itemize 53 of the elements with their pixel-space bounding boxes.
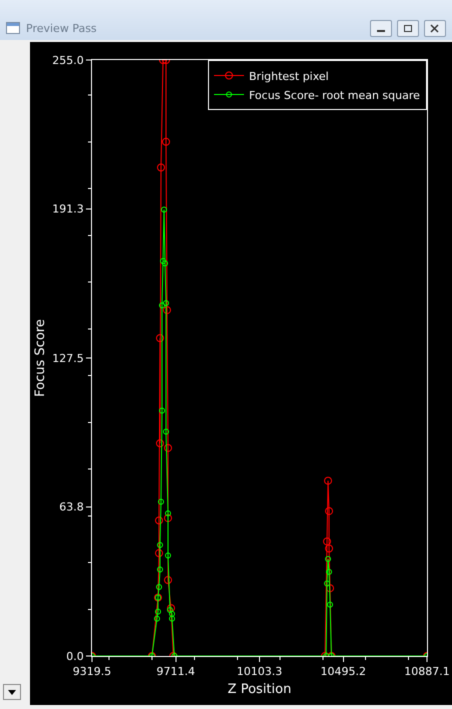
legend-label: Brightest pixel	[249, 70, 329, 83]
x-tick-label: 10495.2	[320, 665, 366, 678]
point	[164, 514, 172, 522]
x-tick-label: 9319.5	[72, 665, 112, 678]
point	[156, 439, 164, 448]
y-tick-label: 191.3	[52, 202, 84, 216]
y-tick-label: 255.0	[52, 54, 84, 67]
point	[164, 444, 172, 452]
point	[169, 616, 176, 622]
point	[165, 510, 172, 516]
y-axis-title: Focus Score	[33, 319, 48, 397]
point	[326, 568, 332, 575]
point	[163, 306, 172, 314]
point	[157, 542, 163, 548]
point	[325, 556, 332, 562]
point	[325, 544, 334, 552]
point	[324, 580, 330, 587]
point	[163, 428, 170, 435]
point	[157, 566, 163, 573]
point	[158, 498, 164, 505]
point	[161, 206, 168, 213]
point	[162, 260, 168, 266]
point	[154, 616, 160, 622]
x-tick-label: 9711.4	[156, 665, 195, 678]
x-axis-title: Z Position	[228, 682, 292, 697]
x-tick-label: 10103.3	[236, 665, 282, 678]
point	[163, 300, 170, 306]
point	[167, 606, 173, 613]
point	[164, 576, 172, 584]
point	[323, 537, 332, 546]
point	[159, 302, 166, 308]
point	[324, 476, 332, 485]
point	[155, 549, 164, 558]
chart-title: Preview Pass	[26, 22, 97, 35]
y-tick-label: 63.8	[59, 500, 84, 514]
point	[155, 608, 162, 615]
point	[160, 258, 166, 264]
point	[165, 552, 172, 558]
point	[327, 602, 334, 608]
point	[155, 516, 164, 524]
point	[169, 610, 176, 617]
y-tick-label: 0.0	[66, 650, 84, 663]
point	[325, 507, 334, 516]
point	[167, 604, 176, 612]
x-tick-label: 10887.1	[404, 665, 450, 678]
point	[156, 584, 162, 590]
y-tick-label: 127.5	[52, 352, 84, 365]
point	[326, 584, 334, 592]
point	[156, 334, 164, 342]
legend-label: Focus Score- root mean square	[249, 88, 420, 102]
point	[157, 164, 165, 172]
point	[162, 138, 170, 146]
point	[159, 408, 166, 414]
